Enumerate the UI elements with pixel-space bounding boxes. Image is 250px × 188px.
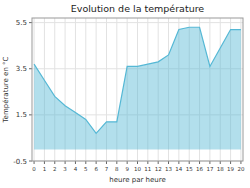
x-tick-label: 17 [206,166,213,172]
x-tick-label: 14 [175,166,182,172]
x-tick-label: 7 [105,166,109,172]
area [34,27,241,149]
x-tick-label: 2 [53,166,57,172]
y-tick-label: -0.5 [13,158,27,166]
chart: -0.51.53.55.5012345678910111213141516171… [0,0,250,188]
line [34,27,241,133]
y-tick-label: 1.5 [16,111,27,119]
title: Evolution de la température [71,3,205,14]
x-tick-label: 15 [186,166,193,172]
x-tick-label: 9 [125,166,129,172]
y-axis-label: Température en °C [2,56,10,123]
x-tick-label: 13 [165,166,172,172]
x-tick-label: 8 [115,166,119,172]
x-tick-label: 1 [43,166,47,172]
plot-frame [32,18,243,161]
plot-area [32,18,243,161]
data [34,27,241,149]
x-tick-label: 0 [32,166,36,172]
y-tick-label: 3.5 [16,65,27,73]
x-tick-label: 19 [227,166,234,172]
y-tick-label: 5.5 [16,19,27,27]
x-axis-label: heure par heure [109,176,165,184]
axes: -0.51.53.55.5012345678910111213141516171… [13,19,245,172]
x-tick-label: 18 [217,166,224,172]
x-tick-label: 16 [196,166,203,172]
grid [32,18,243,161]
x-tick-label: 4 [74,166,78,172]
x-tick-label: 10 [134,166,141,172]
x-tick-label: 11 [144,166,151,172]
x-tick-label: 5 [84,166,88,172]
x-tick-label: 12 [155,166,162,172]
x-tick-label: 6 [94,166,98,172]
x-tick-label: 20 [237,166,244,172]
x-tick-label: 3 [63,166,67,172]
